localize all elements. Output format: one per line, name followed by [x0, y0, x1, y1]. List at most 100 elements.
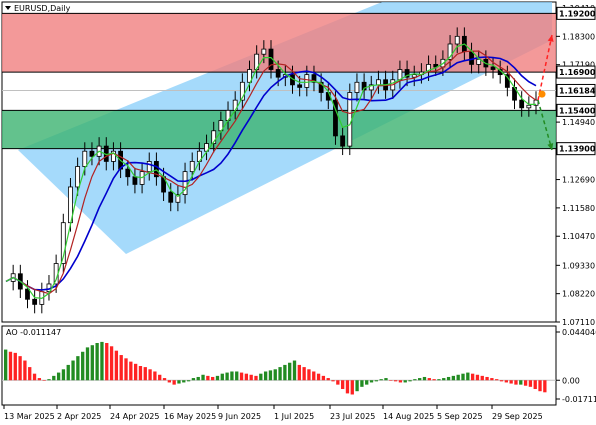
- ao-bar: [355, 380, 359, 392]
- ao-bar: [398, 380, 403, 383]
- ao-bar: [230, 371, 234, 381]
- ao-bar: [18, 356, 22, 381]
- ao-bar: [312, 371, 316, 381]
- moving-average-line: [5, 43, 536, 300]
- x-tick-label: 13 Mar 2025: [4, 412, 55, 421]
- candle-body: [32, 298, 38, 305]
- ao-bar: [519, 380, 523, 385]
- ao-bar: [422, 376, 427, 381]
- candle-body: [60, 222, 66, 264]
- ao-bar: [119, 355, 123, 381]
- ao-bar: [206, 375, 210, 381]
- candle-body: [239, 81, 245, 101]
- candle-body: [297, 84, 303, 88]
- ao-bar: [456, 374, 460, 381]
- ao-bar: [191, 378, 196, 381]
- candle-body: [82, 150, 88, 167]
- ao-bar: [215, 375, 220, 381]
- ao-bar: [384, 378, 388, 381]
- level-badge-box: [556, 103, 596, 117]
- ao-bar: [153, 371, 157, 381]
- level-badge-box: [556, 65, 596, 79]
- ao-bar: [307, 369, 311, 381]
- ao-bar: [28, 367, 32, 381]
- ao-bar: [177, 380, 181, 384]
- ao-bar: [523, 380, 528, 386]
- candle-body: [526, 104, 532, 109]
- last-price-marker: [538, 90, 546, 98]
- ao-bar: [499, 380, 504, 382]
- ao-bar: [220, 373, 224, 381]
- ao-bar: [418, 378, 422, 381]
- ao-bar: [76, 356, 80, 381]
- ao-bar: [326, 378, 330, 381]
- level-badge: 1.19200: [559, 9, 596, 18]
- ao-bar: [451, 375, 456, 381]
- ao-bar: [389, 380, 393, 381]
- ao-bar: [235, 371, 239, 381]
- ao-bar: [504, 380, 508, 383]
- candle-body: [154, 161, 159, 178]
- dropdown-triangle-icon: [5, 6, 11, 10]
- candle-body: [411, 74, 417, 78]
- candle-body: [146, 161, 152, 173]
- price-chart-title: EURUSD,Daily: [14, 4, 71, 13]
- ao-bar: [95, 343, 99, 381]
- x-tick-label: 24 Apr 2025: [110, 412, 159, 421]
- candle-body: [275, 69, 281, 78]
- forecast-arrow-down: [537, 99, 553, 151]
- candle-body: [433, 64, 439, 68]
- candle-body: [361, 81, 367, 91]
- ao-bar: [8, 351, 13, 381]
- candle-body: [89, 150, 95, 157]
- candle-body: [376, 79, 381, 86]
- axis-layer: 1.194101.183001.171901.160801.149401.138…: [3, 4, 596, 421]
- price-tick-label: 1.10470: [562, 232, 595, 241]
- ao-bar: [90, 345, 94, 381]
- ao-bar: [196, 376, 200, 381]
- x-tick-label: 23 Jul 2025: [330, 412, 375, 421]
- ao-bar: [297, 364, 301, 381]
- ao-bar: [273, 369, 277, 381]
- candle-body: [368, 84, 374, 91]
- ao-bar: [365, 380, 369, 385]
- ao-bar: [225, 372, 229, 381]
- ao-bar: [133, 363, 138, 381]
- ao-bar: [167, 380, 171, 383]
- ao-bar: [437, 379, 441, 381]
- ao-bar: [4, 349, 8, 381]
- ao-bar: [42, 380, 46, 381]
- ao-bar: [340, 380, 345, 390]
- price-tick-label: 1.17190: [562, 61, 595, 70]
- price-tick-label: 1.08220: [562, 290, 595, 299]
- ao-bar: [263, 371, 268, 381]
- ao-bar: [485, 376, 489, 381]
- ao-bar: [495, 379, 499, 381]
- candle-body: [318, 81, 324, 93]
- x-tick-label: 16 May 2025: [164, 412, 216, 421]
- ao-bar: [408, 380, 412, 382]
- ao-bar: [331, 380, 335, 382]
- candle-body: [304, 74, 310, 88]
- ao-bar: [100, 341, 104, 381]
- ao-bar: [278, 367, 282, 381]
- ao-bar: [403, 380, 407, 383]
- candle-body: [490, 66, 496, 70]
- ao-bar: [259, 373, 263, 381]
- x-tick-label: 1 Jul 2025: [274, 412, 314, 421]
- ao-bar: [13, 352, 17, 381]
- x-tick-label: 14 Aug 2025: [383, 412, 434, 421]
- price-tick-label: 1.12690: [562, 176, 595, 185]
- ao-tick-label: 0.00: [562, 376, 580, 385]
- ao-bar: [427, 378, 431, 381]
- ao-bar: [239, 372, 244, 381]
- ao-bar: [47, 379, 51, 381]
- ao-bar: [393, 380, 398, 382]
- candle-body: [75, 166, 81, 188]
- candle-body: [447, 43, 453, 60]
- candle-body: [404, 69, 410, 78]
- ao-bar: [158, 374, 162, 381]
- ao-bar: [85, 347, 90, 381]
- ao-bar: [475, 374, 480, 381]
